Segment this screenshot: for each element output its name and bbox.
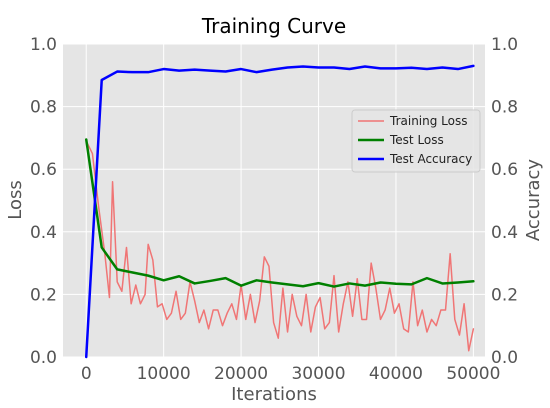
legend-label-training-loss: Training Loss	[389, 114, 467, 128]
y-axis-label-right: Accuracy	[523, 159, 544, 242]
y-tick-label-right: 0.8	[491, 98, 518, 118]
y-tick-label-left: 0.4	[30, 223, 57, 243]
y-tick-label-right: 0.6	[491, 160, 518, 180]
series-layer	[84, 64, 475, 359]
series-line-training-loss	[85, 140, 475, 352]
chart-title: Training Curve	[201, 14, 346, 38]
legend-box	[351, 109, 481, 173]
x-tick-label: 40000	[369, 364, 423, 384]
series-line-test-loss	[84, 138, 475, 288]
ticks-layer: 0 10000 20000 30000 40000 500000.00.20.40.60.…	[30, 35, 518, 384]
y-tick-label-left: 0.8	[30, 98, 57, 118]
x-tick-label: 10000	[137, 364, 191, 384]
legend: Training Loss Test Loss Test Accuracy	[351, 109, 481, 173]
legend-label-test-loss: Test Loss	[389, 133, 444, 147]
x-tick-label: 30000	[291, 364, 345, 384]
legend-label-test-accuracy: Test Accuracy	[389, 152, 472, 166]
y-tick-label-left: 1.0	[30, 35, 57, 55]
x-tick-label: 0	[81, 364, 92, 384]
y-tick-label-left: 0.6	[30, 160, 57, 180]
y-tick-label-left: 0.2	[30, 285, 57, 305]
x-tick-label: 50000	[446, 364, 500, 384]
y-tick-label-right: 0.4	[491, 223, 518, 243]
y-tick-label-left: 0.0	[30, 348, 57, 368]
x-axis-label: Iterations	[231, 384, 317, 405]
y-tick-label-right: 0.0	[491, 348, 518, 368]
y-axis-label-left: Loss	[5, 180, 26, 219]
y-tick-label-right: 0.2	[491, 285, 518, 305]
x-tick-label: 20000	[214, 364, 268, 384]
y-tick-label-right: 1.0	[491, 35, 518, 55]
series-line-test-accuracy	[84, 64, 475, 359]
